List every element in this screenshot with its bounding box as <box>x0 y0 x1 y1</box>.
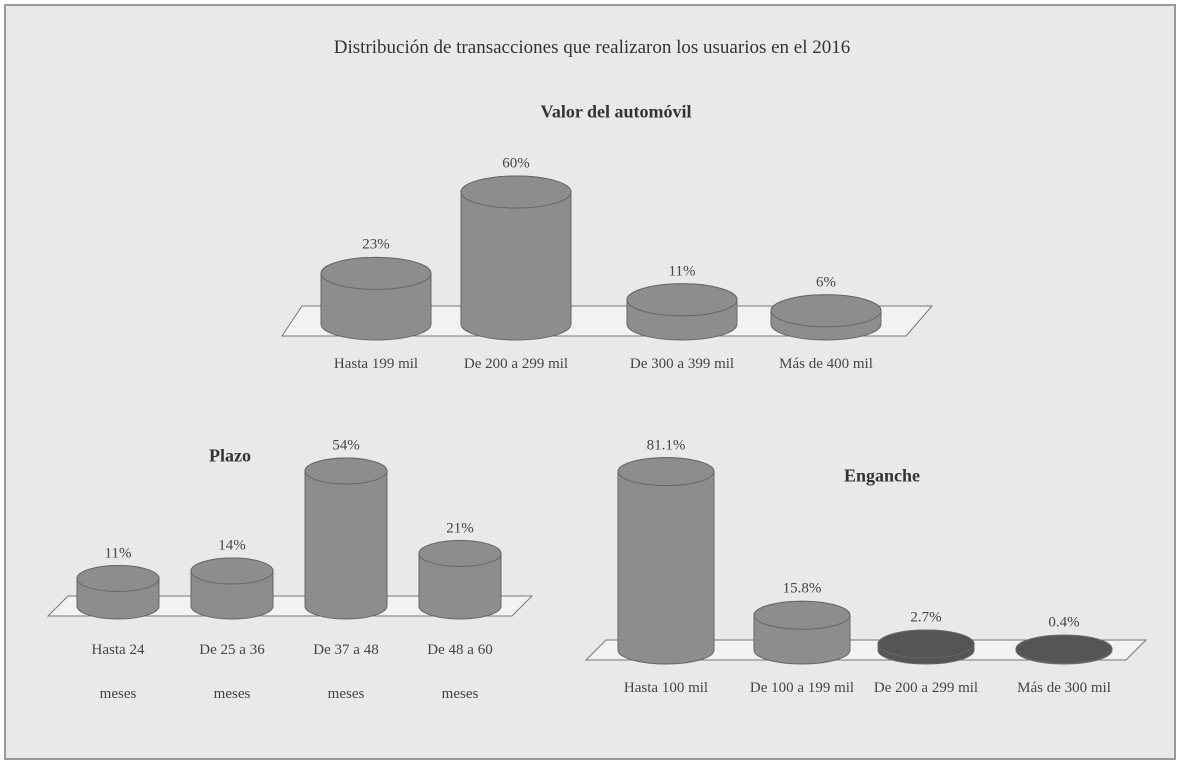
bar-top <box>1015 634 1113 664</box>
bar-top <box>753 600 851 630</box>
x-tick-label: De 200 a 299 mil <box>463 356 569 372</box>
chart-title: Plazo <box>209 445 251 466</box>
value-label: 60% <box>502 155 530 172</box>
value-label: 6% <box>816 274 836 291</box>
chart-title: Enganche <box>843 465 921 486</box>
value-label: 54% <box>332 437 360 454</box>
value-label: 21% <box>446 520 474 536</box>
bar <box>617 457 715 665</box>
x-tick-label: De 300 a 399 mil <box>629 356 735 372</box>
x-tick-label: Hasta 199 mil <box>333 356 419 372</box>
bar-top <box>877 629 975 659</box>
value-label: 14% <box>218 537 246 554</box>
x-tick-label: De 25 a 36 meses <box>199 642 265 702</box>
x-tick-label: De 100 a 199 mil <box>749 680 855 696</box>
bar-top <box>617 457 715 487</box>
bar-top <box>770 294 882 328</box>
value-label: 11% <box>104 545 132 561</box>
value-label: 23% <box>362 236 390 253</box>
x-tick-label: De 48 a 60 meses <box>427 642 493 702</box>
x-tick-label: De 37 a 48 meses <box>313 642 379 702</box>
value-label: 11% <box>668 263 696 280</box>
bar-top <box>460 175 572 209</box>
bar-top <box>190 557 274 585</box>
x-tick-label: Hasta 100 mil <box>623 680 709 696</box>
x-tick-label: Más de 300 mil <box>1017 680 1111 696</box>
value-label: 0.4% <box>1048 614 1080 631</box>
frame: Distribución de transacciones que realiz… <box>4 4 1176 760</box>
x-tick-label: Hasta 24 meses <box>91 642 145 702</box>
main-title: Distribución de transacciones que realiz… <box>333 37 851 58</box>
x-tick-label: Más de 400 mil <box>779 356 873 372</box>
bar-top <box>626 283 738 317</box>
value-label: 2.7% <box>910 609 942 626</box>
bar-top <box>418 540 502 567</box>
value-label: 81.1% <box>646 437 686 454</box>
x-tick-label: De 200 a 299 mil <box>873 680 979 696</box>
value-label: 15.8% <box>782 580 822 597</box>
chart-title: Valor del automóvil <box>540 101 692 122</box>
bar-top <box>76 565 160 592</box>
chart <box>46 175 1148 665</box>
bar-top <box>320 256 432 290</box>
bar-top <box>304 457 388 485</box>
